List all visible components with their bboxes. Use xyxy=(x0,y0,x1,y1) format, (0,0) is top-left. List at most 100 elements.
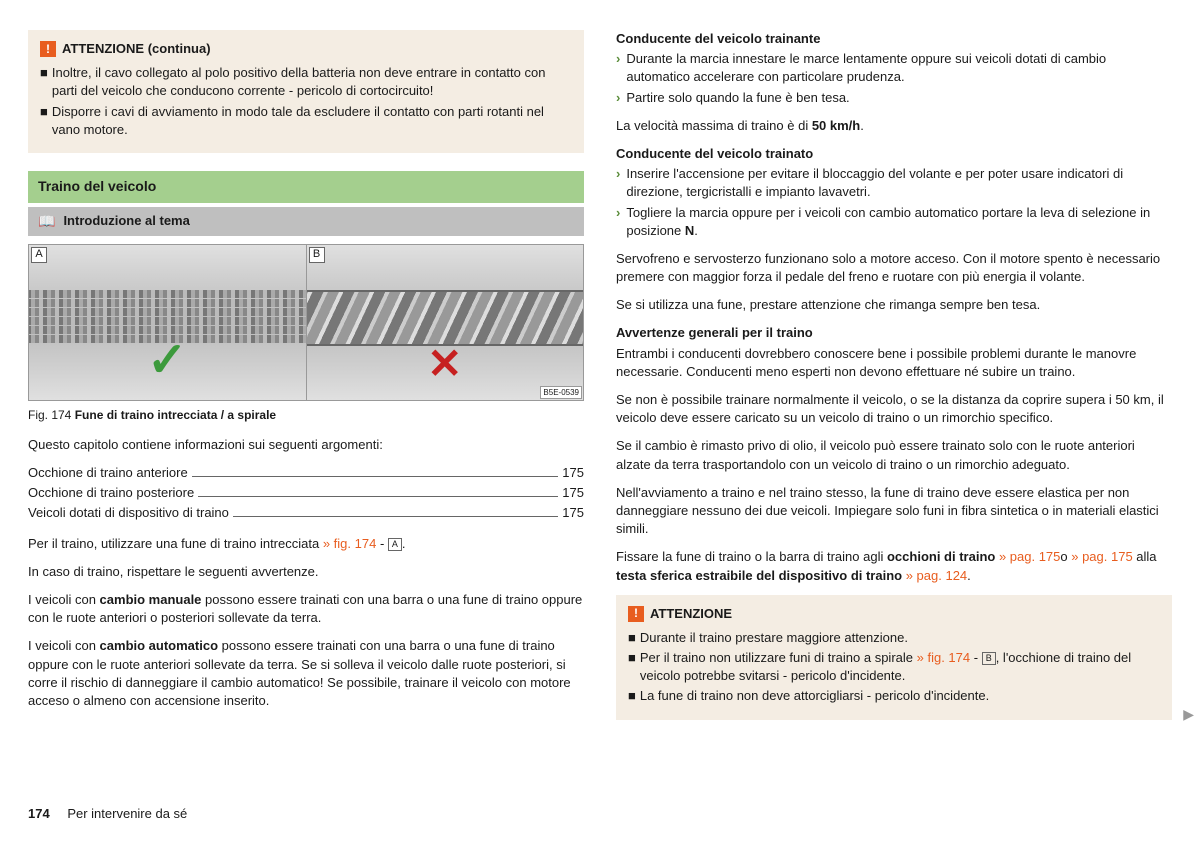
text: . xyxy=(860,118,864,133)
body-paragraph: Se il cambio è rimasto privo di olio, il… xyxy=(616,437,1172,473)
toc-line: Occhione di traino posteriore 175 xyxy=(28,484,584,502)
instruction-item: › Partire solo quando la fune è ben tesa… xyxy=(616,89,1172,107)
ref-box-b: B xyxy=(982,652,996,665)
text: Per il traino non utilizzare funi di tra… xyxy=(640,650,917,665)
continuation-arrow-icon: ▶ xyxy=(1183,705,1194,725)
text-bold: N xyxy=(685,223,694,238)
warning-item: ■ Inoltre, il cavo collegato al polo pos… xyxy=(40,64,572,100)
warning-item: ■ Durante il traino prestare maggiore at… xyxy=(628,629,1160,647)
figure-link[interactable]: » fig. 174 xyxy=(917,650,971,665)
book-icon: 📖 xyxy=(38,212,55,232)
body-paragraph: Se non è possibile trainare normalmente … xyxy=(616,391,1172,427)
body-paragraph: I veicoli con cambio manuale possono ess… xyxy=(28,591,584,627)
warning-item: ■ La fune di traino non deve attorciglia… xyxy=(628,687,1160,705)
heading-towing-driver: Conducente del veicolo trainante xyxy=(616,30,1172,48)
warning-icon: ! xyxy=(628,606,644,622)
toc-page: 175 xyxy=(562,504,584,522)
instruction-text: Durante la marcia innestare le marce len… xyxy=(626,50,1172,86)
section-header: Traino del veicolo xyxy=(28,171,584,203)
figure-panel-a: A ✓ xyxy=(29,245,307,400)
page-link[interactable]: » pag. 124 xyxy=(902,568,967,583)
warning-text: Per il traino non utilizzare funi di tra… xyxy=(640,649,1160,685)
text-bold: cambio manuale xyxy=(100,592,202,607)
body-paragraph: Fissare la fune di traino o la barra di … xyxy=(616,548,1172,584)
warning-header: ! ATTENZIONE (continua) xyxy=(40,40,572,58)
warning-box-continued: ! ATTENZIONE (continua) ■ Inoltre, il ca… xyxy=(28,30,584,153)
warning-text: Inoltre, il cavo collegato al polo posit… xyxy=(52,64,572,100)
heading-towed-driver: Conducente del veicolo trainato xyxy=(616,145,1172,163)
figure-174: A ✓ B ✕ B5E-0539 xyxy=(28,244,584,401)
figure-code: B5E-0539 xyxy=(540,386,582,399)
body-paragraph: Entrambi i conducenti dovrebbero conosce… xyxy=(616,345,1172,381)
text: . xyxy=(402,536,406,551)
text: La velocità massima di traino è di xyxy=(616,118,812,133)
text-bold: cambio automatico xyxy=(100,638,218,653)
toc-leader xyxy=(233,516,558,517)
text: I veicoli con xyxy=(28,592,100,607)
toc-leader xyxy=(192,476,559,477)
text: alla xyxy=(1133,549,1157,564)
body-paragraph: La velocità massima di traino è di 50 km… xyxy=(616,117,1172,135)
text: . xyxy=(967,568,971,583)
page-link[interactable]: » pag. 175 xyxy=(995,549,1060,564)
bullet-icon: ■ xyxy=(628,687,636,705)
toc-line: Occhione di traino anteriore 175 xyxy=(28,464,584,482)
body-paragraph: Per il traino, utilizzare una fune di tr… xyxy=(28,535,584,553)
toc-leader xyxy=(198,496,558,497)
body-paragraph: Servofreno e servosterzo funzionano solo… xyxy=(616,250,1172,286)
warning-item: ■ Per il traino non utilizzare funi di t… xyxy=(628,649,1160,685)
heading-general-warnings: Avvertenze generali per il traino xyxy=(616,324,1172,342)
toc-label: Occhione di traino anteriore xyxy=(28,464,188,482)
text: Togliere la marcia oppure per i veicoli … xyxy=(626,205,1150,238)
text-bold: occhioni di traino xyxy=(887,549,995,564)
bullet-icon: ■ xyxy=(628,629,636,647)
figure-label-b: B xyxy=(309,247,325,263)
toc-page: 175 xyxy=(562,484,584,502)
text-bold: testa sferica estraibile del dispositivo… xyxy=(616,568,902,583)
warning-header: ! ATTENZIONE xyxy=(628,605,1160,623)
chapter-title: Per intervenire da sé xyxy=(67,806,187,821)
text: Fissare la fune di traino o la barra di … xyxy=(616,549,887,564)
toc-label: Veicoli dotati di dispositivo di traino xyxy=(28,504,229,522)
text: I veicoli con xyxy=(28,638,100,653)
arrow-icon: › xyxy=(616,89,620,107)
warning-box: ! ATTENZIONE ■ Durante il traino prestar… xyxy=(616,595,1172,720)
intro-paragraph: Questo capitolo contiene informazioni su… xyxy=(28,436,584,454)
body-paragraph: Se si utilizza una fune, prestare attenz… xyxy=(616,296,1172,314)
subsection-header: 📖 Introduzione al tema xyxy=(28,207,584,237)
toc: Occhione di traino anteriore 175 Occhion… xyxy=(28,464,584,523)
instruction-item: › Durante la marcia innestare le marce l… xyxy=(616,50,1172,86)
body-paragraph: Nell'avviamento a traino e nel traino st… xyxy=(616,484,1172,539)
warning-title: ATTENZIONE (continua) xyxy=(62,40,211,58)
instruction-text: Partire solo quando la fune è ben tesa. xyxy=(626,89,849,107)
instruction-text: Togliere la marcia oppure per i veicoli … xyxy=(626,204,1172,240)
toc-page: 175 xyxy=(562,464,584,482)
cross-icon: ✕ xyxy=(427,335,462,394)
figure-caption: Fig. 174 Fune di traino intrecciata / a … xyxy=(28,407,584,424)
caption-prefix: Fig. 174 xyxy=(28,408,75,422)
bullet-icon: ■ xyxy=(40,103,48,139)
toc-line: Veicoli dotati di dispositivo di traino … xyxy=(28,504,584,522)
body-paragraph: In caso di traino, rispettare le seguent… xyxy=(28,563,584,581)
subsection-title: Introduzione al tema xyxy=(63,212,189,230)
ref-box-a: A xyxy=(388,538,402,551)
figure-panel-b: B ✕ B5E-0539 xyxy=(307,245,584,400)
warning-icon: ! xyxy=(40,41,56,57)
bullet-icon: ■ xyxy=(628,649,636,685)
instruction-item: › Togliere la marcia oppure per i veicol… xyxy=(616,204,1172,240)
toc-label: Occhione di traino posteriore xyxy=(28,484,194,502)
arrow-icon: › xyxy=(616,165,620,201)
warning-title: ATTENZIONE xyxy=(650,605,732,623)
page-number: 174 xyxy=(28,806,50,821)
instruction-text: Inserire l'accensione per evitare il blo… xyxy=(626,165,1172,201)
warning-text: Durante il traino prestare maggiore atte… xyxy=(640,629,908,647)
arrow-icon: › xyxy=(616,50,620,86)
text: Per il traino, utilizzare una fune di tr… xyxy=(28,536,323,551)
page-link[interactable]: » pag. 175 xyxy=(1071,549,1132,564)
text: o xyxy=(1060,549,1071,564)
page-footer: 174 Per intervenire da sé xyxy=(28,805,187,823)
figure-label-a: A xyxy=(31,247,47,263)
figure-link[interactable]: » fig. 174 xyxy=(323,536,377,551)
bullet-icon: ■ xyxy=(40,64,48,100)
caption-bold: Fune di traino intrecciata / a spirale xyxy=(75,408,276,422)
